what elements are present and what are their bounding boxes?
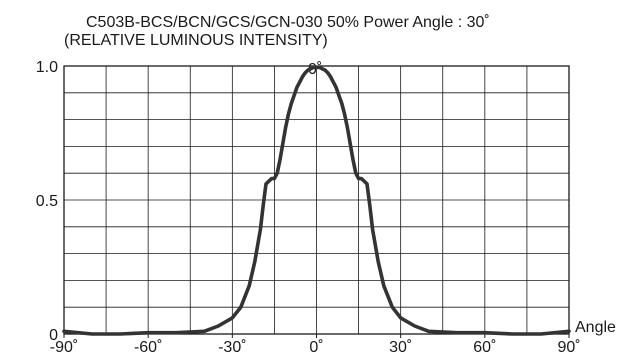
- y-tick-label: 0.5: [36, 193, 58, 210]
- x-tick-label: 30˚: [389, 339, 412, 356]
- x-axis: -90˚ -60˚ -30˚ 0˚ 30˚ 60˚ 90˚: [50, 334, 581, 356]
- x-tick-label: 60˚: [473, 339, 496, 356]
- top-peak-label: 0˚: [308, 61, 322, 78]
- y-tick-label: 0: [49, 327, 58, 344]
- x-axis-label: Angle: [575, 319, 616, 336]
- chart-title: C503B-BCS/BCN/GCS/GCN-030 50% Power Angl…: [86, 14, 490, 31]
- y-tick-label: 1.0: [36, 59, 58, 76]
- series-line: [62, 65, 571, 336]
- x-tick-label: 90˚: [557, 339, 580, 356]
- x-tick-label: -30˚: [218, 339, 246, 356]
- grid: [64, 66, 569, 334]
- x-tick-label: -90˚: [50, 339, 78, 356]
- x-tick-label: -60˚: [134, 339, 162, 356]
- x-tick-label: 0˚: [309, 339, 323, 356]
- chart-subtitle: (RELATIVE LUMINOUS INTENSITY): [64, 32, 328, 49]
- y-axis: 0 0.5 1.0: [36, 59, 58, 344]
